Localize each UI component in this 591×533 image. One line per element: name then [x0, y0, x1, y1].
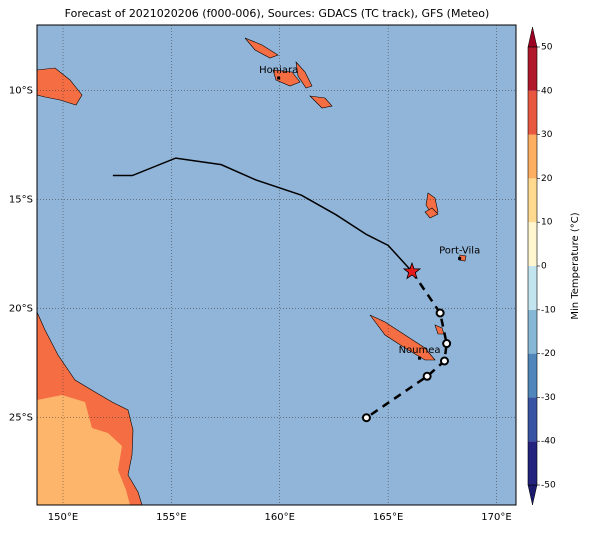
- colorbar-tick-label: -20: [541, 349, 556, 359]
- city-label: Port-Vila: [439, 245, 480, 256]
- city-marker: [458, 256, 462, 260]
- colorbar-tick-label: 40: [541, 86, 553, 96]
- forecast-point: [439, 356, 449, 366]
- y-tick-label: 25°S: [9, 413, 33, 424]
- city-marker: [277, 76, 281, 80]
- forecast-point: [435, 308, 445, 318]
- colorbar-bin: [528, 397, 537, 442]
- colorbar-bin: [528, 266, 537, 310]
- x-tick-label: 165°E: [373, 512, 403, 523]
- track-past: [112, 157, 413, 273]
- plot-frame: [36, 24, 517, 506]
- colorbar-bin: [528, 222, 537, 266]
- forecast-point: [442, 339, 452, 349]
- x-tick-label: 150°E: [48, 512, 78, 523]
- colorbar-tick-label: -30: [541, 393, 556, 403]
- colorbar-bin: [528, 134, 537, 179]
- city-label: Noumea: [399, 345, 441, 356]
- colorbar-tick-label: -50: [541, 481, 556, 491]
- colorbar-bin: [528, 47, 537, 91]
- colorbar-bin: [528, 90, 537, 135]
- current-position: [402, 261, 422, 280]
- x-tick-label: 160°E: [265, 512, 295, 523]
- forecast-point: [361, 413, 371, 423]
- forecast-point: [422, 371, 432, 381]
- track-forecast: [365, 270, 448, 419]
- x-tick-label: 170°E: [481, 512, 511, 523]
- y-tick-label: 20°S: [9, 304, 33, 315]
- y-tick-label: 15°S: [9, 195, 33, 206]
- colorbar-label: Min Temperature (°C): [570, 212, 581, 319]
- x-tick-label: 155°E: [156, 512, 186, 523]
- colorbar-tick-label: 10: [541, 218, 553, 228]
- y-tick-label: 10°S: [9, 85, 33, 96]
- city-marker: [418, 356, 422, 360]
- colorbar: Min Temperature (°C) -50 -40 -30 -20 -10 0 10 2…: [527, 26, 581, 506]
- colorbar-tick-label: 20: [541, 174, 553, 184]
- colorbar-bin: [528, 178, 537, 223]
- colorbar-tick-label: -10: [541, 305, 556, 315]
- colorbar-bin: [528, 309, 537, 354]
- colorbar-tick-label: 50: [541, 43, 553, 53]
- colorbar-tick-label: -40: [541, 437, 556, 447]
- colorbar-extend-max: [527, 26, 538, 48]
- city-label: Honiara: [259, 65, 298, 76]
- colorbar-bin: [528, 353, 537, 398]
- colorbar-extend-min: [527, 484, 538, 506]
- colorbar-tick-label: 0: [541, 262, 547, 272]
- colorbar-tick-label: 30: [541, 130, 553, 140]
- colorbar-bin: [528, 441, 537, 485]
- title: Forecast of 2021020206 (f000-006), Sourc…: [65, 7, 490, 20]
